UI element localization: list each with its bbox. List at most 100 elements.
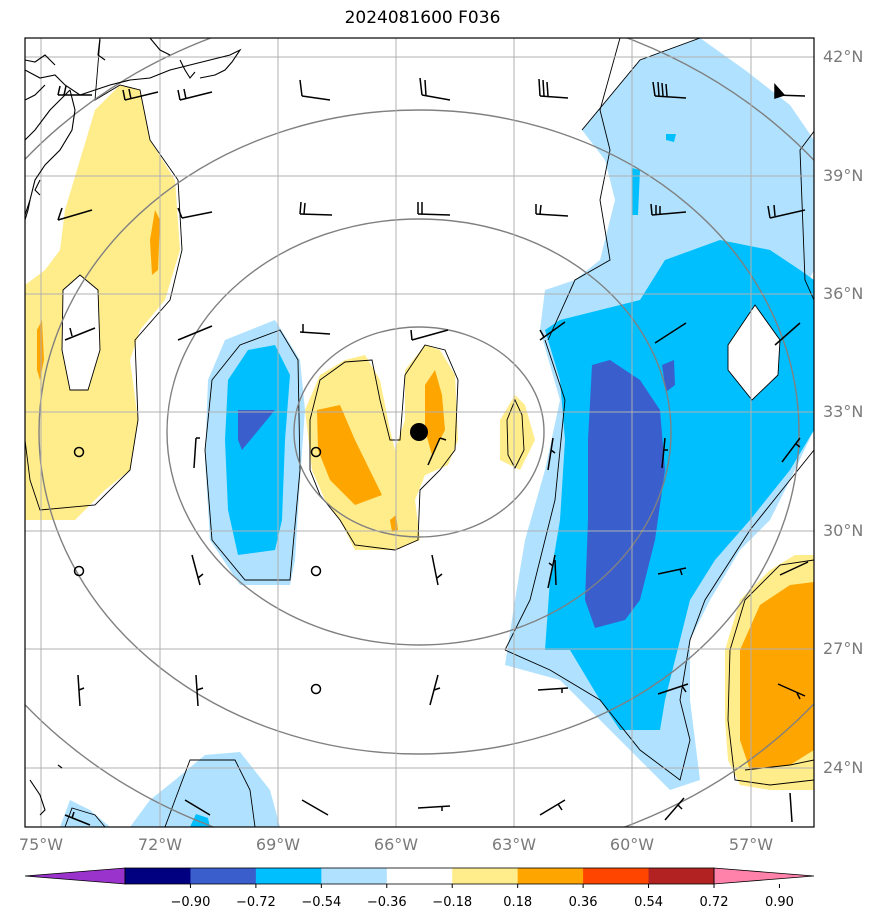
- wind-barb: [767, 204, 806, 219]
- colorbar-swatch: [386, 868, 453, 884]
- wind-barb: [299, 79, 331, 101]
- range-rings: [25, 38, 814, 827]
- wind-barb: [122, 88, 159, 101]
- calm-wind-circles: [73, 446, 322, 695]
- colorbar-tick-label: 0.54: [634, 895, 663, 910]
- colorbar-swatch: [583, 868, 650, 884]
- lat-label: 39°N: [823, 166, 863, 185]
- wind-barb: [410, 329, 449, 341]
- wind-barb: [777, 683, 806, 700]
- colorbar-extend-low: [24, 867, 126, 885]
- wind-barb: [547, 437, 556, 471]
- wind-barb: [191, 554, 204, 586]
- lat-label: 24°N: [823, 758, 863, 777]
- lat-label: 33°N: [823, 402, 863, 421]
- wind-barb: [539, 321, 566, 341]
- wind-barb: [427, 437, 447, 466]
- wind-barb: [419, 77, 451, 101]
- colorbar-tick-label: 0.36: [569, 895, 598, 910]
- calm-wind-circle: [73, 565, 85, 577]
- lon-label: 57°W: [729, 835, 773, 854]
- lon-label: 60°W: [610, 835, 654, 854]
- wind-barb: [537, 687, 569, 693]
- calm-wind-circle: [310, 683, 322, 695]
- wind-barb: [77, 674, 85, 707]
- colorbar-swatch: [321, 868, 388, 884]
- wind-barb: [193, 437, 200, 469]
- coastline: [25, 38, 242, 816]
- map-title: 2024081600 F036: [344, 8, 501, 28]
- wind-barb: [654, 322, 687, 344]
- colorbar-tick-label: 0.18: [503, 895, 532, 910]
- wind-barb: [650, 203, 687, 216]
- colorbar-swatch: [190, 868, 257, 884]
- colorbar-extend-high: [713, 867, 815, 885]
- colorbar-tick-label: −0.18: [432, 895, 472, 910]
- wind-barb: [774, 322, 801, 346]
- graticule: [25, 38, 814, 827]
- wind-barb: [431, 554, 443, 586]
- map-frame: [24, 37, 815, 828]
- wind-barb: [429, 674, 441, 706]
- colorbar: −0.90 −0.72 −0.54 −0.36 −0.18 0.18 0.36 0.54 0.7…: [24, 867, 815, 910]
- wind-barb: [535, 204, 569, 217]
- colorbar-tick-label: −0.36: [367, 895, 407, 910]
- wind-barb: [657, 683, 689, 695]
- colorbar-tick-label: −0.90: [171, 895, 211, 910]
- lon-label: 72°W: [138, 835, 182, 854]
- map-area: [25, 38, 814, 827]
- contour-lines: [25, 38, 814, 827]
- colorbar-tick-label: 0.90: [765, 895, 794, 910]
- lat-label: 42°N: [823, 47, 863, 66]
- calm-wind-circle: [73, 446, 85, 458]
- colorbar-swatch: [648, 868, 715, 884]
- wind-barb: [64, 811, 91, 826]
- wind-barb: [538, 78, 569, 99]
- wind-barb: [195, 674, 204, 707]
- colorbar-swatch: [255, 868, 322, 884]
- wind-barb: [774, 83, 806, 100]
- shading-neutral-holes: [728, 305, 780, 400]
- calm-wind-circle: [310, 446, 322, 458]
- wind-barb: [781, 437, 801, 463]
- wind-barb: [664, 797, 685, 821]
- lat-label: 36°N: [823, 284, 863, 303]
- wind-barb: [789, 792, 793, 823]
- wind-barb: [299, 201, 333, 216]
- wind-barb: [657, 567, 687, 576]
- colorbar-tick-label: −0.72: [236, 895, 276, 910]
- wind-barb: [417, 202, 451, 216]
- lat-label: 30°N: [823, 521, 863, 540]
- latitude-labels: 42°N 39°N 36°N 33°N 30°N 27°N 24°N: [823, 47, 863, 777]
- colorbar-tick-label: 0.72: [700, 895, 729, 910]
- longitude-labels: 75°W 72°W 69°W 66°W 63°W 60°W 57°W: [19, 835, 773, 854]
- wind-barb: [177, 207, 213, 219]
- wind-barb: [64, 327, 96, 341]
- lon-label: 66°W: [374, 835, 418, 854]
- wind-barb: [184, 799, 211, 816]
- wind-barb: [417, 805, 451, 811]
- wind-barb: [539, 799, 566, 816]
- colorbar-swatch: [125, 868, 191, 884]
- wind-barb: [299, 324, 331, 335]
- wind-barb: [57, 207, 93, 221]
- wind-barb: [57, 85, 92, 96]
- colorbar-swatch: [452, 868, 519, 884]
- wind-barb: [177, 88, 213, 101]
- wind-barb: [301, 799, 329, 816]
- shading-negative-dark: [238, 360, 675, 628]
- lon-label: 63°W: [492, 835, 536, 854]
- wind-barb: [661, 437, 668, 469]
- calm-wind-circle: [310, 565, 322, 577]
- lat-label: 27°N: [823, 639, 863, 658]
- wind-barb: [652, 81, 687, 99]
- lon-label: 75°W: [19, 835, 63, 854]
- wind-barb: [779, 561, 809, 576]
- wind-barb: [547, 554, 557, 589]
- storm-center-dot: [410, 423, 428, 441]
- lon-label: 69°W: [256, 835, 300, 854]
- wind-barb: [177, 325, 213, 341]
- shading-neutral-holes-2: [62, 275, 100, 390]
- colorbar-swatch: [517, 868, 584, 884]
